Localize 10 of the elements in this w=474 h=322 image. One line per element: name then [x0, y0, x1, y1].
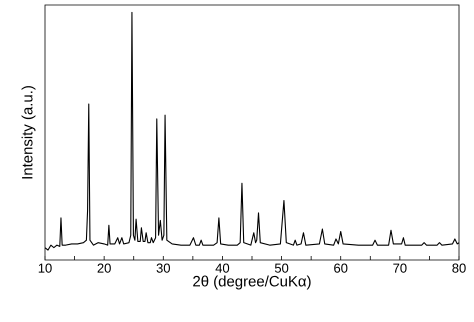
x-tick-label: 70 — [393, 264, 407, 273]
x-tick-label: 60 — [334, 264, 348, 273]
x-tick-label: 80 — [452, 264, 466, 273]
y-axis-title: Intensity (a.u.) — [22, 86, 36, 178]
x-tick-label: 30 — [156, 264, 170, 273]
x-tick-label: 10 — [38, 264, 52, 273]
x-tick-label: 50 — [274, 264, 288, 273]
x-tick-label: 20 — [98, 264, 111, 273]
x-tick-label: 40 — [216, 264, 230, 273]
x-axis-title: 2θ (degree/CuKα) — [193, 276, 311, 290]
